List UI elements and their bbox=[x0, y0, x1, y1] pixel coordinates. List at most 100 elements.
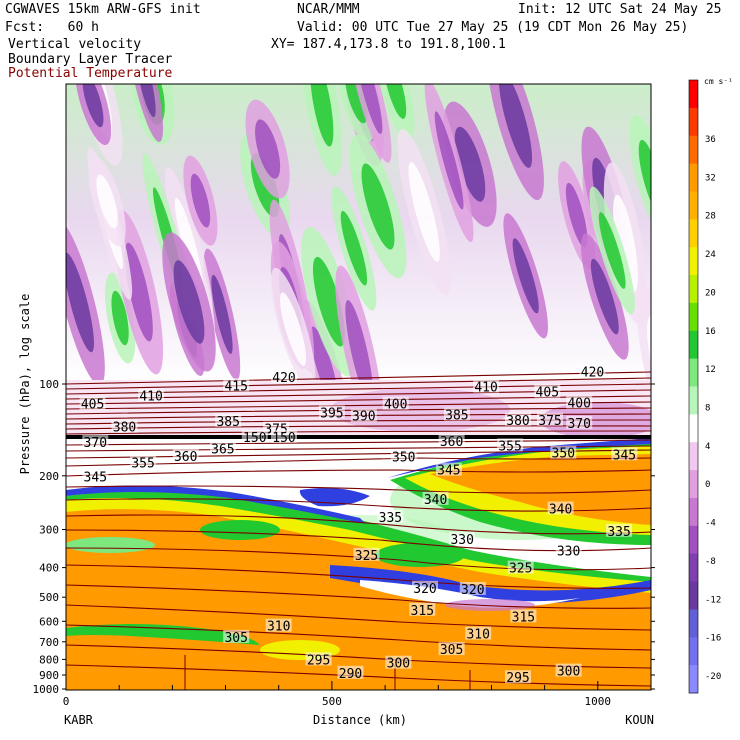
colorbar-segment bbox=[689, 163, 698, 192]
theta-label: 415 bbox=[223, 378, 250, 394]
theta-label: 370 bbox=[566, 415, 593, 432]
theta-label: 310 bbox=[465, 626, 492, 643]
velocity-streak bbox=[114, 209, 164, 375]
svg-text:295: 295 bbox=[307, 653, 330, 668]
theta-label: 150 bbox=[271, 429, 297, 446]
theta-label-layer: 420 420 415 410 410 405 405 400 400 395 390 385 385 3… bbox=[79, 364, 638, 686]
velocity-streak bbox=[503, 213, 548, 339]
theta-label: 340 bbox=[547, 501, 574, 518]
theta-label: 325 bbox=[353, 547, 380, 564]
svg-text:370: 370 bbox=[84, 436, 107, 451]
velocity-streak bbox=[331, 186, 377, 311]
svg-text:315: 315 bbox=[512, 610, 535, 625]
x-tick-label: 1000 bbox=[585, 695, 612, 708]
colorbar-frame bbox=[688, 79, 699, 694]
theta-label: 400 bbox=[382, 396, 409, 413]
svg-text:335: 335 bbox=[379, 511, 402, 526]
theta-label: 310 bbox=[265, 618, 292, 635]
velocity-streak bbox=[589, 186, 635, 315]
colorbar-tick-label: 32 bbox=[705, 173, 716, 183]
theta-label: 330 bbox=[555, 543, 582, 560]
svg-text:335: 335 bbox=[607, 525, 630, 540]
colorbar-unit: cm s⁻¹ bbox=[704, 77, 733, 86]
colorbar-tick-label: 4 bbox=[705, 442, 710, 452]
svg-text:395: 395 bbox=[320, 407, 343, 422]
velocity-streak bbox=[105, 272, 136, 364]
svg-text:300: 300 bbox=[387, 657, 410, 672]
colorbar-tick-label: 36 bbox=[705, 135, 716, 145]
theta-label: 320 bbox=[459, 582, 486, 598]
svg-text:370: 370 bbox=[567, 417, 590, 432]
colorbar-tick-label: 28 bbox=[705, 212, 716, 222]
colorbar-segment bbox=[689, 330, 698, 360]
svg-text:310: 310 bbox=[466, 628, 489, 643]
colorbar-tick-label: 12 bbox=[705, 365, 716, 375]
svg-text:420: 420 bbox=[272, 371, 295, 386]
velocity-streak bbox=[127, 84, 164, 142]
svg-text:340: 340 bbox=[424, 493, 447, 508]
init-time: Init: 12 UTC Sat 24 May 25 bbox=[518, 2, 722, 17]
left-endpoint-label: KABR bbox=[64, 713, 94, 727]
theta-label: 385 bbox=[443, 407, 470, 424]
velocity-streak bbox=[375, 84, 415, 141]
colorbar-segment bbox=[689, 553, 698, 583]
svg-text:355: 355 bbox=[131, 457, 154, 472]
svg-text:305: 305 bbox=[224, 631, 247, 646]
field-boundary-layer-tracer: Boundary Layer Tracer bbox=[8, 52, 173, 67]
svg-text:390: 390 bbox=[352, 410, 375, 425]
theta-label: 300 bbox=[555, 663, 582, 680]
colorbar-segment bbox=[689, 191, 698, 220]
svg-text:355: 355 bbox=[498, 439, 521, 454]
velocity-streak bbox=[66, 219, 105, 386]
svg-text:345: 345 bbox=[437, 464, 460, 479]
svg-text:350: 350 bbox=[552, 447, 575, 462]
colorbar-segment bbox=[689, 414, 698, 443]
velocity-streak bbox=[301, 84, 342, 176]
svg-text:340: 340 bbox=[549, 503, 572, 518]
theta-label: 365 bbox=[209, 441, 236, 458]
svg-text:420: 420 bbox=[581, 366, 604, 381]
velocity-streak bbox=[162, 232, 216, 372]
svg-text:380: 380 bbox=[506, 414, 529, 429]
theta-label: 345 bbox=[82, 469, 109, 486]
theta-label: 385 bbox=[215, 413, 242, 430]
cross-section-endpoints: XY= 187.4,173.8 to 191.8,100.1 bbox=[271, 37, 506, 52]
colorbar-tick-label: -20 bbox=[705, 672, 721, 682]
svg-text:410: 410 bbox=[474, 381, 497, 396]
velocity-streak bbox=[245, 99, 290, 199]
theta-label: 305 bbox=[223, 629, 250, 646]
y-tick-label: 500 bbox=[39, 591, 59, 604]
theta-label: 380 bbox=[505, 412, 531, 429]
svg-text:415: 415 bbox=[224, 379, 247, 394]
theta-label: 390 bbox=[350, 408, 377, 425]
colorbar-tick-label: -16 bbox=[705, 634, 721, 644]
svg-text:345: 345 bbox=[613, 448, 636, 463]
colorbar-segment bbox=[689, 470, 698, 499]
colorbar-segment bbox=[689, 107, 698, 137]
svg-text:410: 410 bbox=[139, 389, 162, 404]
right-endpoint-label: KOUN bbox=[625, 713, 654, 727]
svg-text:385: 385 bbox=[216, 415, 239, 430]
theta-label: 345 bbox=[611, 447, 638, 463]
velocity-streak bbox=[443, 101, 497, 227]
velocity-streak bbox=[424, 84, 474, 243]
svg-text:375: 375 bbox=[538, 414, 561, 429]
colorbar-tick-label: 16 bbox=[705, 327, 716, 337]
theta-label: 305 bbox=[438, 642, 465, 658]
y-tick-label: 100 bbox=[39, 378, 59, 391]
svg-text:325: 325 bbox=[355, 549, 378, 564]
colorbar-segment bbox=[689, 275, 698, 304]
colorbar-tick-label: 0 bbox=[705, 480, 710, 490]
field-vertical-velocity: Vertical velocity bbox=[8, 37, 142, 52]
theta-label: 300 bbox=[385, 655, 412, 672]
svg-text:300: 300 bbox=[557, 665, 580, 680]
svg-text:365: 365 bbox=[211, 443, 234, 458]
x-tick-label: 0 bbox=[63, 695, 70, 708]
svg-text:345: 345 bbox=[84, 471, 107, 486]
svg-text:295: 295 bbox=[506, 671, 529, 686]
colorbar-tick-label: 24 bbox=[705, 250, 716, 260]
velocity-streak bbox=[487, 84, 544, 201]
svg-text:320: 320 bbox=[461, 583, 484, 598]
